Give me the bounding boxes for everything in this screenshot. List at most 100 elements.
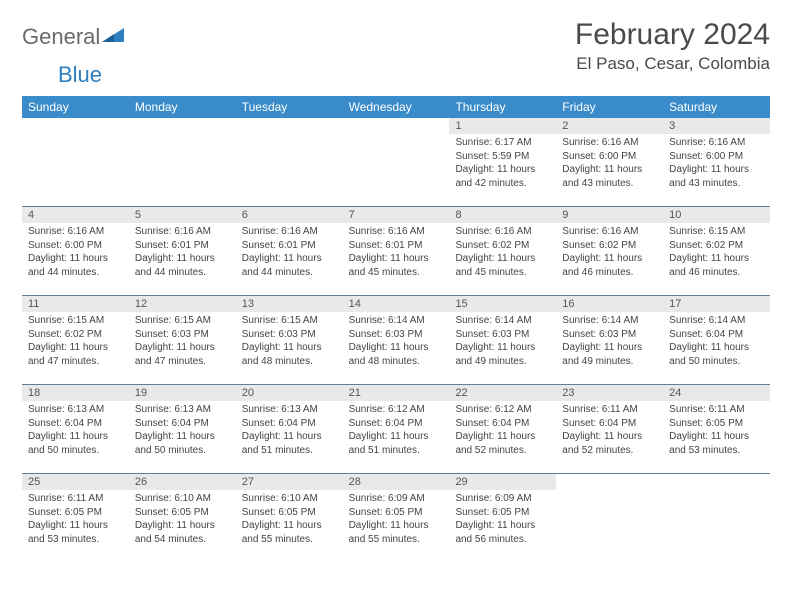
sunset-line: Sunset: 5:59 PM <box>455 150 550 164</box>
day-body: Sunrise: 6:10 AMSunset: 6:05 PMDaylight:… <box>236 490 343 550</box>
day-number <box>22 118 129 122</box>
day-cell <box>556 474 663 562</box>
day-body: Sunrise: 6:12 AMSunset: 6:04 PMDaylight:… <box>343 401 450 461</box>
daylight-line2: and 52 minutes. <box>562 444 657 458</box>
daylight-line2: and 56 minutes. <box>455 533 550 547</box>
week-row: 11Sunrise: 6:15 AMSunset: 6:02 PMDayligh… <box>22 296 770 385</box>
day-number: 7 <box>343 207 450 223</box>
day-body: Sunrise: 6:15 AMSunset: 6:02 PMDaylight:… <box>663 223 770 283</box>
daylight-line2: and 50 minutes. <box>28 444 123 458</box>
page-title: February 2024 <box>575 18 770 52</box>
daylight-line1: Daylight: 11 hours <box>349 341 444 355</box>
day-cell <box>236 118 343 206</box>
day-cell: 6Sunrise: 6:16 AMSunset: 6:01 PMDaylight… <box>236 207 343 295</box>
day-number: 19 <box>129 385 236 401</box>
day-body: Sunrise: 6:10 AMSunset: 6:05 PMDaylight:… <box>129 490 236 550</box>
sunset-line: Sunset: 6:03 PM <box>135 328 230 342</box>
day-body: Sunrise: 6:17 AMSunset: 5:59 PMDaylight:… <box>449 134 556 194</box>
daylight-line1: Daylight: 11 hours <box>669 163 764 177</box>
daylight-line2: and 47 minutes. <box>135 355 230 369</box>
sunset-line: Sunset: 6:05 PM <box>135 506 230 520</box>
sunset-line: Sunset: 6:01 PM <box>242 239 337 253</box>
day-number <box>129 118 236 122</box>
daylight-line2: and 44 minutes. <box>242 266 337 280</box>
sunrise-line: Sunrise: 6:16 AM <box>135 225 230 239</box>
daylight-line1: Daylight: 11 hours <box>135 341 230 355</box>
day-number <box>556 474 663 478</box>
daylight-line1: Daylight: 11 hours <box>455 430 550 444</box>
day-cell: 3Sunrise: 6:16 AMSunset: 6:00 PMDaylight… <box>663 118 770 206</box>
day-body: Sunrise: 6:11 AMSunset: 6:05 PMDaylight:… <box>22 490 129 550</box>
day-body: Sunrise: 6:09 AMSunset: 6:05 PMDaylight:… <box>343 490 450 550</box>
daylight-line1: Daylight: 11 hours <box>562 252 657 266</box>
sunrise-line: Sunrise: 6:14 AM <box>562 314 657 328</box>
daylight-line2: and 54 minutes. <box>135 533 230 547</box>
day-number: 22 <box>449 385 556 401</box>
sunset-line: Sunset: 6:04 PM <box>349 417 444 431</box>
sunrise-line: Sunrise: 6:11 AM <box>28 492 123 506</box>
daylight-line2: and 50 minutes. <box>669 355 764 369</box>
daylight-line2: and 51 minutes. <box>349 444 444 458</box>
daylight-line2: and 46 minutes. <box>562 266 657 280</box>
weekday-header-cell: Saturday <box>663 96 770 118</box>
daylight-line2: and 48 minutes. <box>242 355 337 369</box>
daylight-line2: and 49 minutes. <box>455 355 550 369</box>
daylight-line1: Daylight: 11 hours <box>669 252 764 266</box>
daylight-line1: Daylight: 11 hours <box>28 519 123 533</box>
sunset-line: Sunset: 6:00 PM <box>669 150 764 164</box>
day-number <box>343 118 450 122</box>
day-body: Sunrise: 6:14 AMSunset: 6:03 PMDaylight:… <box>556 312 663 372</box>
sunrise-line: Sunrise: 6:16 AM <box>562 225 657 239</box>
daylight-line2: and 48 minutes. <box>349 355 444 369</box>
daylight-line1: Daylight: 11 hours <box>455 252 550 266</box>
daylight-line1: Daylight: 11 hours <box>562 430 657 444</box>
day-cell: 7Sunrise: 6:16 AMSunset: 6:01 PMDaylight… <box>343 207 450 295</box>
day-body: Sunrise: 6:09 AMSunset: 6:05 PMDaylight:… <box>449 490 556 550</box>
day-number: 5 <box>129 207 236 223</box>
day-body: Sunrise: 6:15 AMSunset: 6:03 PMDaylight:… <box>236 312 343 372</box>
daylight-line1: Daylight: 11 hours <box>242 341 337 355</box>
daylight-line2: and 53 minutes. <box>669 444 764 458</box>
day-number: 12 <box>129 296 236 312</box>
weekday-header-cell: Thursday <box>449 96 556 118</box>
day-number: 4 <box>22 207 129 223</box>
day-number: 28 <box>343 474 450 490</box>
day-body: Sunrise: 6:16 AMSunset: 6:01 PMDaylight:… <box>129 223 236 283</box>
day-number: 24 <box>663 385 770 401</box>
sunrise-line: Sunrise: 6:16 AM <box>455 225 550 239</box>
day-cell: 19Sunrise: 6:13 AMSunset: 6:04 PMDayligh… <box>129 385 236 473</box>
sunset-line: Sunset: 6:04 PM <box>562 417 657 431</box>
daylight-line1: Daylight: 11 hours <box>669 341 764 355</box>
weekday-header-cell: Monday <box>129 96 236 118</box>
daylight-line2: and 43 minutes. <box>669 177 764 191</box>
week-row: 18Sunrise: 6:13 AMSunset: 6:04 PMDayligh… <box>22 385 770 474</box>
week-row: 4Sunrise: 6:16 AMSunset: 6:00 PMDaylight… <box>22 207 770 296</box>
sunset-line: Sunset: 6:05 PM <box>242 506 337 520</box>
day-cell: 20Sunrise: 6:13 AMSunset: 6:04 PMDayligh… <box>236 385 343 473</box>
weekday-header-cell: Tuesday <box>236 96 343 118</box>
day-number: 27 <box>236 474 343 490</box>
sunrise-line: Sunrise: 6:13 AM <box>135 403 230 417</box>
sunset-line: Sunset: 6:04 PM <box>669 328 764 342</box>
daylight-line2: and 53 minutes. <box>28 533 123 547</box>
daylight-line2: and 44 minutes. <box>135 266 230 280</box>
day-number: 1 <box>449 118 556 134</box>
logo-word1: General <box>22 24 100 50</box>
sunrise-line: Sunrise: 6:15 AM <box>242 314 337 328</box>
sunset-line: Sunset: 6:04 PM <box>455 417 550 431</box>
sunset-line: Sunset: 6:04 PM <box>28 417 123 431</box>
sunrise-line: Sunrise: 6:10 AM <box>242 492 337 506</box>
day-body: Sunrise: 6:16 AMSunset: 6:01 PMDaylight:… <box>343 223 450 283</box>
daylight-line2: and 43 minutes. <box>562 177 657 191</box>
sunrise-line: Sunrise: 6:16 AM <box>349 225 444 239</box>
location: El Paso, Cesar, Colombia <box>575 54 770 74</box>
sunset-line: Sunset: 6:00 PM <box>562 150 657 164</box>
sunrise-line: Sunrise: 6:14 AM <box>669 314 764 328</box>
sunrise-line: Sunrise: 6:16 AM <box>242 225 337 239</box>
week-row: 1Sunrise: 6:17 AMSunset: 5:59 PMDaylight… <box>22 118 770 207</box>
sunrise-line: Sunrise: 6:17 AM <box>455 136 550 150</box>
weekday-header-cell: Wednesday <box>343 96 450 118</box>
daylight-line2: and 42 minutes. <box>455 177 550 191</box>
sunset-line: Sunset: 6:02 PM <box>28 328 123 342</box>
day-number: 20 <box>236 385 343 401</box>
